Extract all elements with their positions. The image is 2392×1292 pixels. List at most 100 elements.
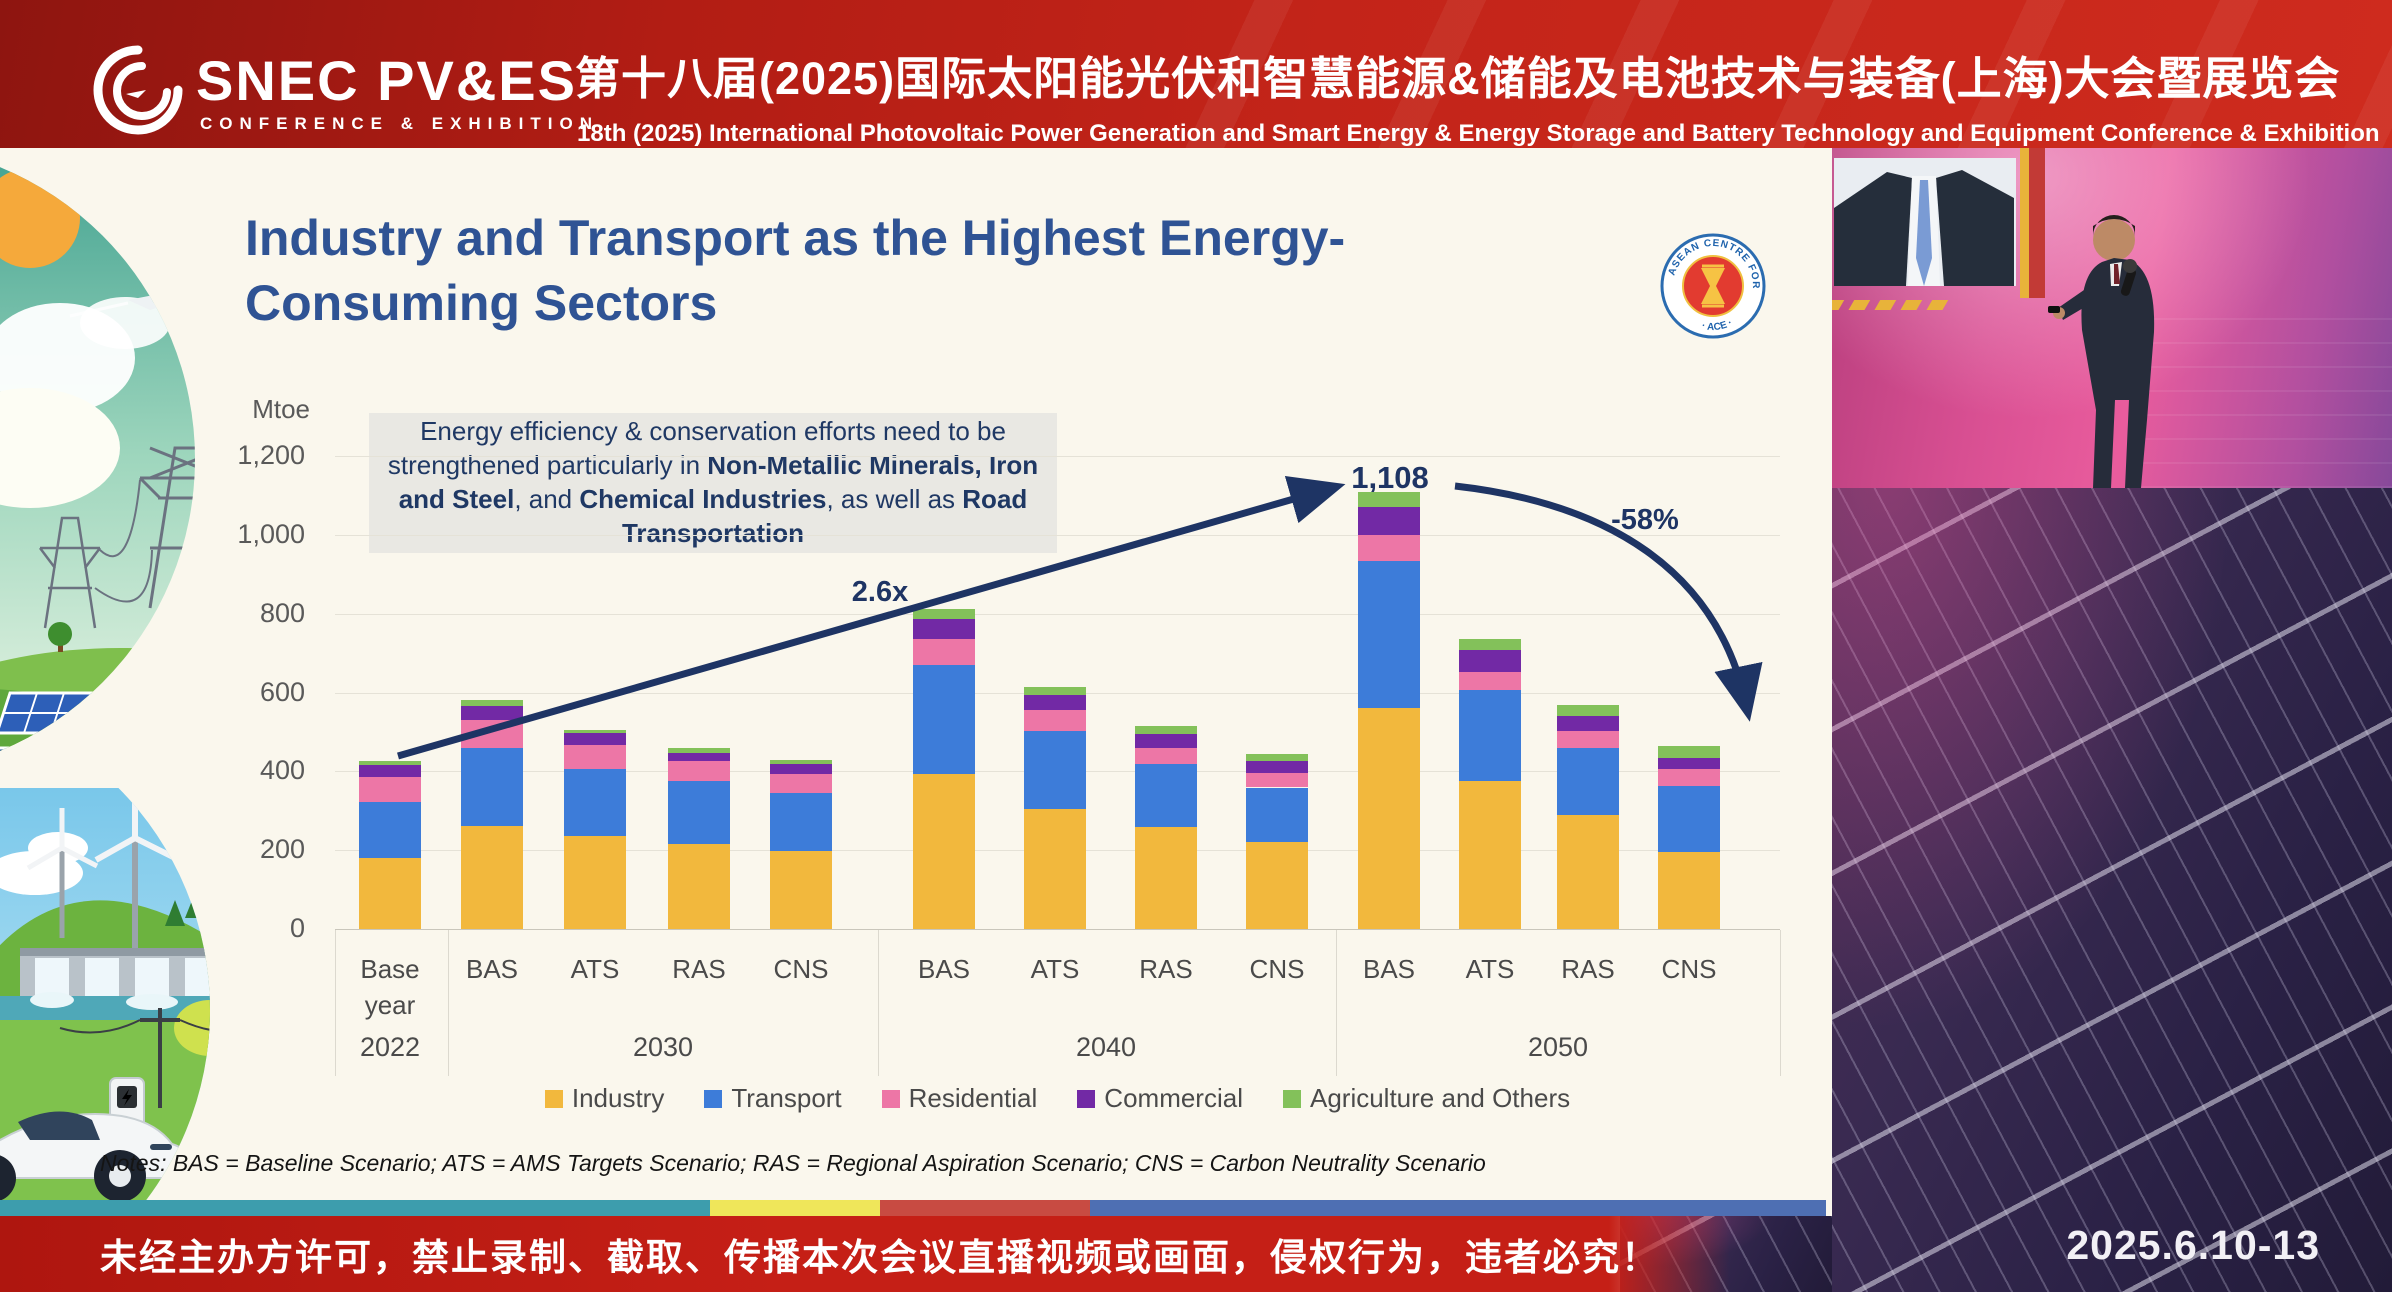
event-date: 2025.6.10-13	[2066, 1222, 2320, 1268]
tree-icon	[48, 622, 72, 652]
bar-segment	[461, 699, 523, 707]
bar-segment	[1557, 747, 1619, 816]
year-group-label: 2040	[1075, 1032, 1137, 1062]
bar-segment	[461, 719, 523, 748]
ev-car-icon	[0, 1111, 189, 1200]
bar-segment	[461, 706, 523, 720]
presentation-slide: Industry and Transport as the Highest En…	[0, 148, 1832, 1200]
ace-logo-icon: ASEAN CENTRE FOR ENERGY · ACE ·	[1660, 233, 1766, 339]
bar-segment	[1024, 731, 1086, 810]
legend-swatch	[1282, 1089, 1301, 1108]
group-separator	[878, 930, 879, 1076]
snec-logo-icon	[93, 45, 183, 135]
legend-label: Commercial	[1104, 1083, 1243, 1113]
copyright-text: 未经主办方许可，禁止录制、截取、传播本次会议直播视频或画面，侵权行为，违者必究！	[100, 1237, 1660, 1278]
bar-segment	[1024, 694, 1086, 711]
bar-segment	[770, 793, 832, 852]
bar-segment	[564, 729, 626, 733]
live-video-feed	[1832, 148, 2392, 493]
bar-segment	[913, 619, 975, 639]
x-category-label: CNS	[1249, 954, 1305, 984]
strip-segment	[710, 1200, 880, 1216]
bar-segment	[1135, 734, 1197, 748]
legend-item: Residential	[881, 1083, 1038, 1114]
y-tick-label: 1,000	[237, 518, 305, 549]
y-tick-label: 400	[259, 755, 305, 786]
legend-item: Commercial	[1077, 1083, 1243, 1114]
inset-screen	[1832, 148, 2045, 310]
header-streak-texture	[1100, 0, 2392, 148]
bar-segment	[1358, 506, 1420, 536]
bar-segment	[1459, 780, 1521, 929]
bar-segment	[1557, 716, 1619, 732]
conference-header: SNEC PV&ES CONFERENCE & EXHIBITION 第十八届(…	[0, 0, 2392, 148]
legend-item: Agriculture and Others	[1282, 1083, 1570, 1114]
year-group-label: 2030	[632, 1032, 694, 1062]
x-category-label: ATS	[570, 954, 620, 984]
bar-segment	[359, 777, 421, 802]
bar-segment	[1658, 757, 1720, 770]
bar-segment	[1246, 761, 1308, 773]
group-separator	[1780, 930, 1781, 1076]
stage-background-rows	[2132, 308, 2392, 488]
power-pylon-icon	[39, 446, 195, 629]
bar-segment	[913, 774, 975, 929]
copyright-banner: 未经主办方许可，禁止录制、截取、传播本次会议直播视频或画面，侵权行为，违者必究！	[0, 1216, 1730, 1292]
bar-segment	[564, 835, 626, 929]
legend-item: Industry	[544, 1083, 664, 1114]
bar-segment	[668, 752, 730, 762]
bar-segment	[1246, 753, 1308, 762]
bar-segment	[1557, 704, 1619, 717]
x-category-label: ATS	[1030, 954, 1080, 984]
bar-segment	[1358, 492, 1420, 507]
bar-segment	[1459, 671, 1521, 690]
wind-turbine-icon	[26, 808, 99, 938]
bar-segment	[1658, 769, 1720, 786]
bar-segment	[668, 747, 730, 753]
bar-segment	[770, 763, 832, 775]
bar-segment	[1557, 731, 1619, 748]
solar-panel-backdrop	[1832, 488, 2392, 1292]
bar-segment	[1459, 689, 1521, 781]
bar-segment	[1135, 764, 1197, 828]
bar-segment	[1246, 772, 1308, 788]
x-category-label: ATS	[1465, 954, 1515, 984]
bar-segment	[564, 732, 626, 745]
conference-title-english: 18th (2025) International Photovoltaic P…	[577, 120, 2380, 147]
x-category-label: RAS	[1561, 954, 1615, 984]
legend-item: Transport	[704, 1083, 842, 1114]
y-tick-label: 800	[259, 597, 305, 628]
eco-illustration	[0, 148, 210, 1200]
legend-swatch	[1077, 1089, 1096, 1108]
bar-segment	[359, 858, 421, 929]
bar-segment	[1358, 560, 1420, 709]
strip-segment	[0, 1200, 710, 1216]
x-category-label: RAS	[672, 954, 726, 984]
x-category-label: BAS	[465, 954, 519, 984]
x-category-label: CNS	[773, 954, 829, 984]
x-category-label: BAS	[1362, 954, 1416, 984]
peak-value-label: 1,108	[1351, 460, 1429, 495]
bar-segment	[1024, 710, 1086, 732]
bar-segment	[913, 664, 975, 775]
chart-notes: Notes: BAS = Baseline Scenario; ATS = AM…	[100, 1150, 1486, 1176]
y-axis-unit-label: Mtoe	[252, 394, 310, 424]
year-group-label: 2022	[359, 1032, 421, 1062]
group-separator	[1336, 930, 1337, 1076]
bar-segment	[1246, 842, 1308, 929]
group-separator	[335, 930, 336, 1076]
group-separator	[448, 930, 449, 1076]
bar-segment	[1024, 809, 1086, 929]
bar-segment	[770, 774, 832, 794]
y-tick-label: 1,200	[237, 440, 305, 471]
divider-strip	[0, 1200, 1826, 1216]
power-pole-icon	[59, 1008, 210, 1108]
slide-title: Industry and Transport as the Highest En…	[245, 210, 1346, 331]
year-group-label: 2050	[1527, 1032, 1589, 1062]
x-category-label: Base year	[360, 954, 420, 1021]
bar-segment	[1135, 726, 1197, 735]
bar-segment	[1358, 708, 1420, 929]
legend-label: Residential	[908, 1083, 1038, 1113]
y-tick-label: 0	[289, 913, 305, 943]
